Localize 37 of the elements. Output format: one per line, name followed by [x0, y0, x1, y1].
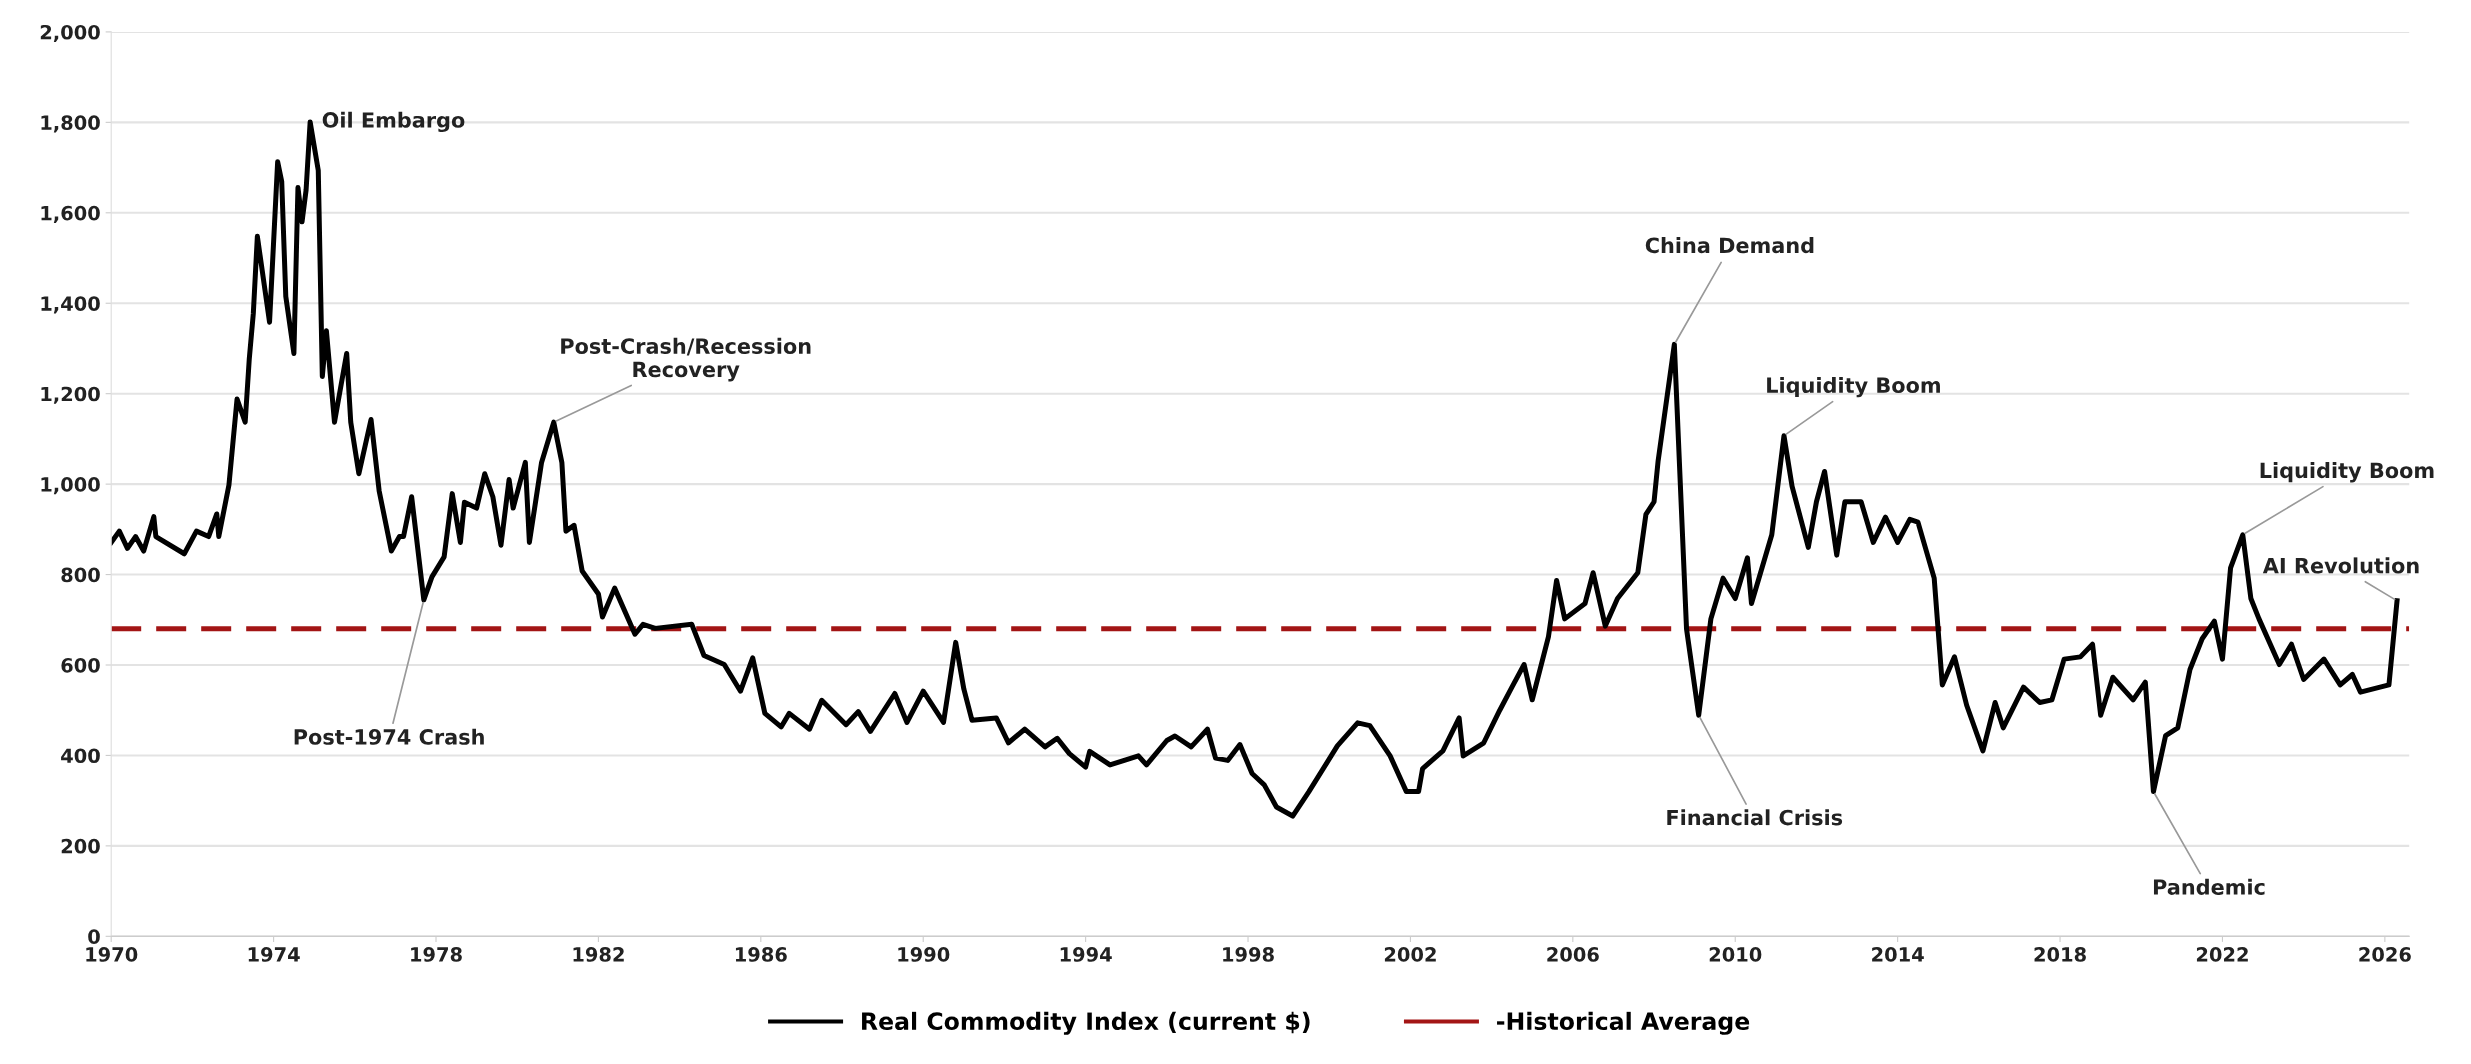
y-tick-label: 800 [61, 567, 100, 583]
annotation: Post-1974 Crash [294, 728, 484, 745]
x-tick-label: 2010 [1709, 947, 1762, 962]
legend-label: -Historical Average [1497, 1011, 1750, 1035]
x-tick-label: 1990 [898, 947, 950, 962]
annotation: Pandemic [2153, 878, 2265, 895]
y-tick-label: 600 [61, 657, 100, 673]
annotation: Liquidity Boom [2260, 462, 2434, 483]
x-tick-label: 2002 [1384, 947, 1436, 962]
x-tick-label: 2022 [2196, 947, 2248, 962]
annotation: Oil Embargo [322, 111, 465, 133]
annotation: AI Revolution [2262, 557, 2419, 574]
x-tick-label: 2018 [2034, 947, 2086, 962]
y-tick-label: 2,000 [40, 24, 100, 43]
x-tick-label: 1998 [1223, 947, 1274, 962]
x-tick-label: 1994 [1060, 947, 1112, 962]
y-tick-label: 1,400 [41, 296, 100, 314]
x-tick-label: 1986 [735, 947, 787, 962]
y-tick-label: 200 [61, 838, 100, 854]
x-tick-label: 2014 [1872, 947, 1924, 962]
annotation: Financial Crisis [1667, 809, 1843, 826]
x-tick-label: 1978 [411, 947, 462, 962]
legend-label: Real Commodity Index (current $) [862, 1011, 1310, 1035]
x-tick-label: 2026 [2359, 947, 2411, 962]
y-tick-label: 400 [61, 748, 100, 764]
annotation: Post-Crash/Recession Recovery [561, 337, 811, 382]
y-tick-label: 0 [88, 929, 100, 944]
annotation: Liquidity Boom [1767, 376, 1940, 398]
y-tick-label: 1,200 [41, 386, 100, 404]
y-tick-label: 1,600 [41, 205, 100, 223]
annotation: China Demand [1645, 237, 1814, 254]
x-tick-label: 1982 [573, 947, 624, 962]
y-tick-label: 1,000 [41, 477, 100, 495]
y-tick-label: 1,800 [41, 115, 100, 133]
x-tick-label: 1974 [248, 947, 300, 962]
x-tick-label: 1970 [86, 947, 138, 962]
x-tick-label: 2006 [1547, 947, 1599, 962]
